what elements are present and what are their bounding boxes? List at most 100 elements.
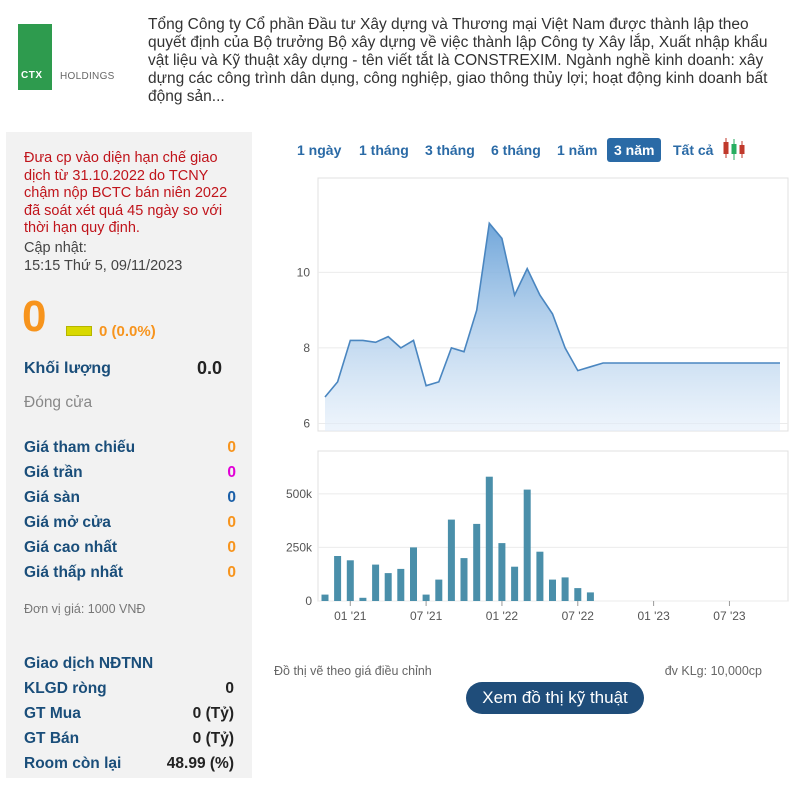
volume-label: Khối lượng xyxy=(24,360,111,377)
logo-holdings-text: HOLDINGS xyxy=(60,71,115,82)
x-tick-label: 01 '22 xyxy=(486,609,519,623)
volume-bar xyxy=(586,592,594,601)
volume-bar xyxy=(460,558,468,601)
reference-price-label: Giá tham chiếu xyxy=(24,439,136,456)
volume-bar xyxy=(410,547,417,601)
no-change-indicator-icon xyxy=(66,326,92,336)
reference-price-value: 0 xyxy=(227,439,236,456)
update-time: 15:15 Thứ 5, 09/11/2023 xyxy=(24,258,183,274)
candlestick-icon[interactable] xyxy=(720,136,750,162)
buy-value-row: GT Mua 0 (Tỷ) xyxy=(24,705,234,727)
floor-price-row: Giá sàn 0 xyxy=(24,489,236,511)
x-ticks: 01 '21 07 '21 01 '22 07 '22 01 '23 07 '23 xyxy=(334,601,746,623)
volume-tick-label: 0 xyxy=(305,594,312,608)
logo-mark: CTX xyxy=(18,24,52,90)
low-price-label: Giá thấp nhất xyxy=(24,564,124,581)
volume-bar xyxy=(523,489,531,601)
ceiling-price-row: Giá trần 0 xyxy=(24,464,236,486)
volume-bar xyxy=(485,476,493,601)
volume-bar xyxy=(536,551,544,601)
logo-text: CTX xyxy=(21,70,43,81)
x-tick-label: 01 '21 xyxy=(334,609,367,623)
volume-bars xyxy=(321,476,594,601)
volume-bar xyxy=(384,573,392,601)
open-price-value: 0 xyxy=(227,514,236,531)
price-tick-label: 6 xyxy=(303,416,310,430)
buy-value-value: 0 (Tỷ) xyxy=(192,705,234,722)
room-remaining-label: Room còn lại xyxy=(24,755,122,772)
volume-bar xyxy=(511,566,519,601)
current-price: 0 xyxy=(22,292,47,341)
high-price-value: 0 xyxy=(227,539,236,556)
volume-bar xyxy=(359,597,367,601)
volume-ticks: 0 250k 500k xyxy=(286,487,313,608)
range-tab-1-day[interactable]: 1 ngày xyxy=(297,142,342,158)
volume-tick-label: 500k xyxy=(286,487,313,501)
volume-tick-label: 250k xyxy=(286,540,313,554)
room-remaining-value: 48.99 (%) xyxy=(166,755,234,772)
volume-unit-note: đv KLg: 10,000cp xyxy=(664,664,762,678)
price-unit-note: Đơn vị giá: 1000 VNĐ xyxy=(24,602,146,616)
volume-bar xyxy=(473,523,481,601)
volume-bar xyxy=(498,543,506,601)
range-tab-3-months[interactable]: 3 tháng xyxy=(425,142,475,158)
volume-bar xyxy=(321,594,329,601)
range-tab-all[interactable]: Tất cả xyxy=(673,142,714,158)
volume-bar xyxy=(346,560,354,601)
price-line xyxy=(324,221,780,398)
range-tab-3-years[interactable]: 3 năm xyxy=(607,138,662,162)
volume-bar xyxy=(561,577,569,601)
volume-bar xyxy=(435,579,443,601)
reference-price-row: Giá tham chiếu 0 xyxy=(24,439,236,461)
close-label: Đóng cửa xyxy=(24,394,93,411)
sell-value-value: 0 (Tỷ) xyxy=(192,730,234,747)
high-price-label: Giá cao nhất xyxy=(24,539,118,556)
price-ticks: 6 8 10 xyxy=(297,265,311,430)
open-price-row: Giá mở cửa 0 xyxy=(24,514,236,536)
high-price-row: Giá cao nhất 0 xyxy=(24,539,236,561)
price-panel: 6 8 10 xyxy=(297,177,789,432)
adjusted-price-note: Đồ thị vẽ theo giá điều chỉnh xyxy=(274,664,432,678)
x-tick-label: 01 '23 xyxy=(637,609,670,623)
floor-price-value: 0 xyxy=(227,489,236,506)
x-tick-label: 07 '22 xyxy=(562,609,595,623)
low-price-value: 0 xyxy=(227,564,236,581)
trading-notice: Đưa cp vào diện hạn chế giao dịch từ 31.… xyxy=(24,150,228,236)
view-technical-chart-button[interactable]: Xem đồ thị kỹ thuật xyxy=(466,682,644,714)
price-tick-label: 10 xyxy=(297,265,311,279)
range-tab-1-month[interactable]: 1 tháng xyxy=(359,142,409,158)
volume-bar xyxy=(574,588,582,601)
volume-bar xyxy=(422,594,430,601)
volume-bar xyxy=(549,579,556,601)
low-price-row: Giá thấp nhất 0 xyxy=(24,564,236,586)
price-area xyxy=(325,223,780,431)
x-tick-label: 07 '23 xyxy=(713,609,746,623)
range-tab-6-months[interactable]: 6 tháng xyxy=(491,142,541,158)
ceiling-price-label: Giá trần xyxy=(24,464,83,481)
open-price-label: Giá mở cửa xyxy=(24,514,111,531)
volume-bar xyxy=(447,519,455,601)
net-volume-value: 0 xyxy=(225,680,234,697)
sell-value-row: GT Bán 0 (Tỷ) xyxy=(24,730,234,752)
net-volume-row: KLGD ròng 0 xyxy=(24,680,234,702)
range-tab-1-year[interactable]: 1 năm xyxy=(557,142,598,158)
company-logo: CTX HOLDINGS xyxy=(18,24,118,90)
update-label: Cập nhật: xyxy=(24,240,87,256)
price-tick-label: 8 xyxy=(303,341,310,355)
buy-value-label: GT Mua xyxy=(24,705,81,722)
room-remaining-row: Room còn lại 48.99 (%) xyxy=(24,755,234,777)
floor-price-label: Giá sàn xyxy=(24,489,80,506)
volume-bar xyxy=(397,568,405,601)
price-change: 0 (0.0%) xyxy=(99,323,156,340)
net-volume-label: KLGD ròng xyxy=(24,680,107,697)
ceiling-price-value: 0 xyxy=(227,464,236,481)
volume-bar xyxy=(334,556,342,601)
sell-value-label: GT Bán xyxy=(24,730,80,747)
company-description: Tổng Công ty Cổ phần Đầu tư Xây dựng và … xyxy=(148,16,768,105)
volume-panel: 0 250k 500k 01 '21 07 '21 01 '22 07 '22 01 '23… xyxy=(286,450,789,623)
volume-panel-frame xyxy=(317,450,789,602)
volume-bar xyxy=(372,564,380,601)
stock-info-panel: Đưa cp vào diện hạn chế giao dịch từ 31.… xyxy=(6,132,252,778)
foreign-trading-title: Giao dịch NĐTNN xyxy=(24,655,154,672)
volume-value: 0.0 xyxy=(196,358,222,378)
